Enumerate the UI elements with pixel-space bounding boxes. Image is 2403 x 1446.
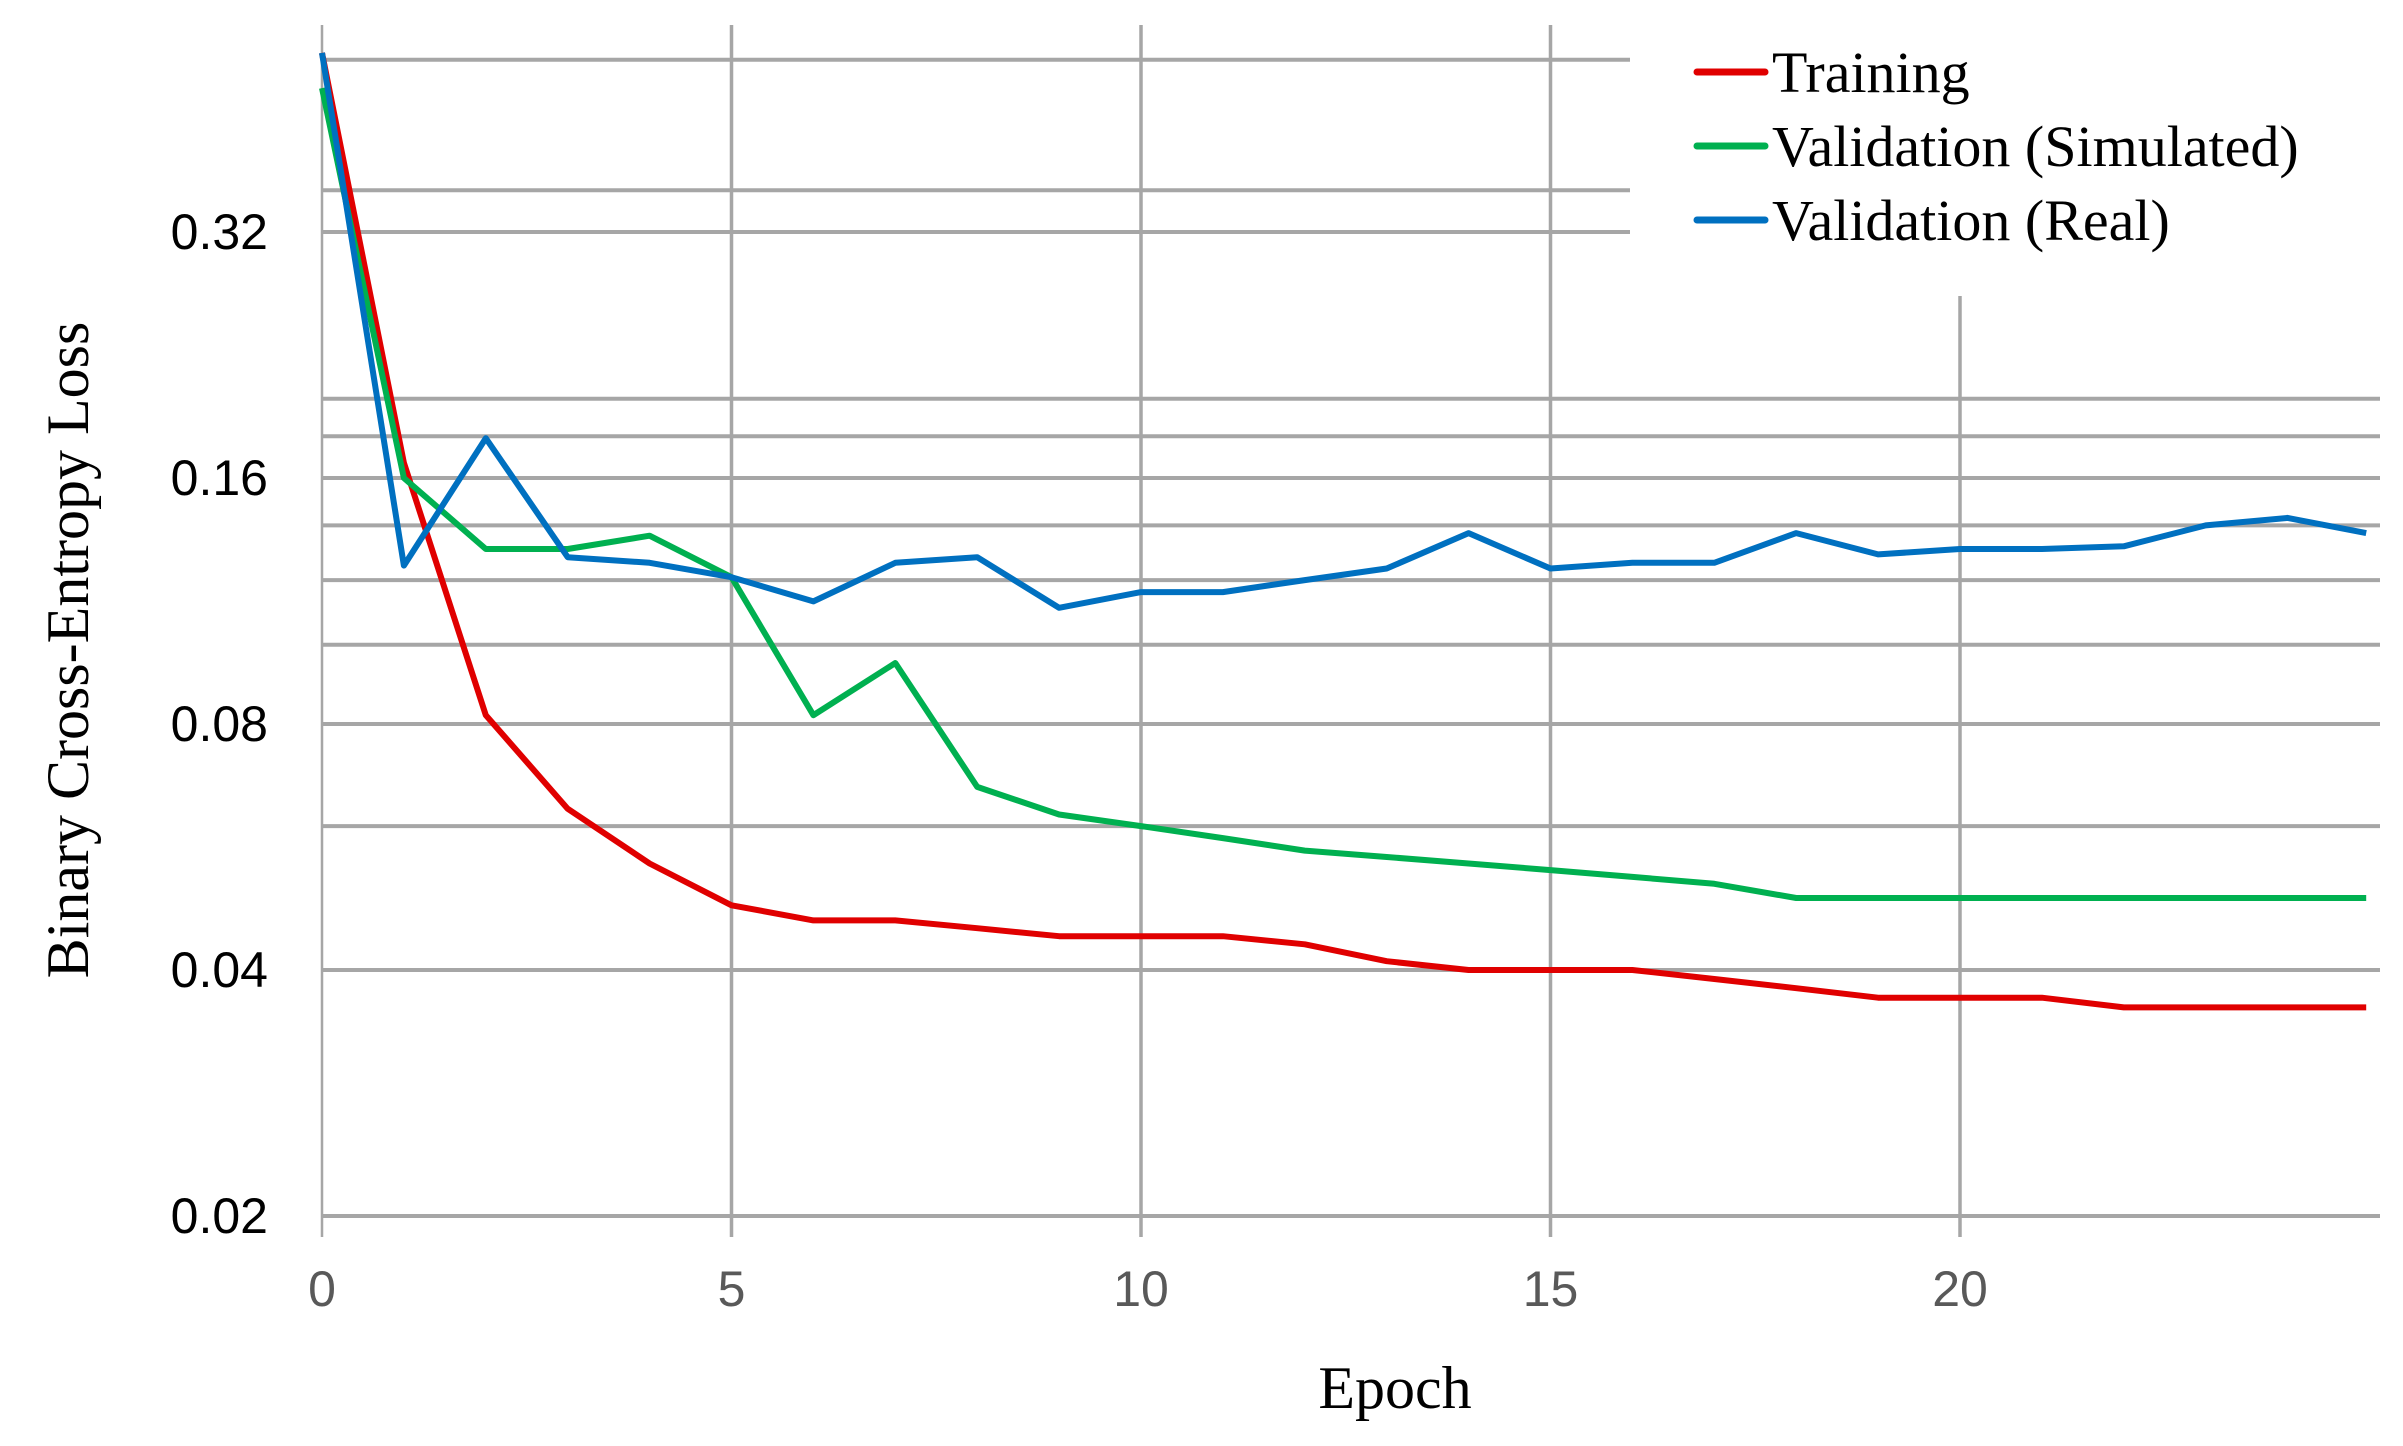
y-tick-label: 0.02 [171, 1188, 268, 1244]
y-tick-label: 0.08 [171, 696, 268, 752]
x-axis-title: Epoch [1318, 1355, 1471, 1421]
x-tick-label: 10 [1113, 1261, 1169, 1317]
y-tick-label: 0.32 [171, 204, 268, 260]
vertical-gridlines [320, 25, 1962, 1237]
horizontal-gridlines [322, 57, 2380, 1218]
x-axis-tick-labels: 0 5 10 15 20 [308, 1261, 1988, 1317]
legend-label: Validation (Real) [1772, 188, 2170, 253]
data-series [319, 52, 2367, 1011]
x-tick-label: 15 [1523, 1261, 1579, 1317]
y-tick-label: 0.04 [171, 942, 268, 998]
legend-label: Validation (Simulated) [1772, 114, 2299, 179]
legend: Training Validation (Simulated) Validation… [1693, 40, 2299, 253]
y-axis-tick-labels: 0.02 0.04 0.08 0.16 0.32 [171, 204, 268, 1244]
series-line [319, 52, 2367, 1011]
legend-label: Training [1772, 40, 1970, 105]
y-axis-title: Binary Cross-Entropy Loss [35, 322, 101, 979]
y-tick-label: 0.16 [171, 450, 268, 506]
x-tick-label: 5 [718, 1261, 746, 1317]
series-line [319, 87, 2367, 901]
series-line [319, 52, 2367, 611]
x-tick-label: 20 [1932, 1261, 1988, 1317]
x-tick-label: 0 [308, 1261, 336, 1317]
